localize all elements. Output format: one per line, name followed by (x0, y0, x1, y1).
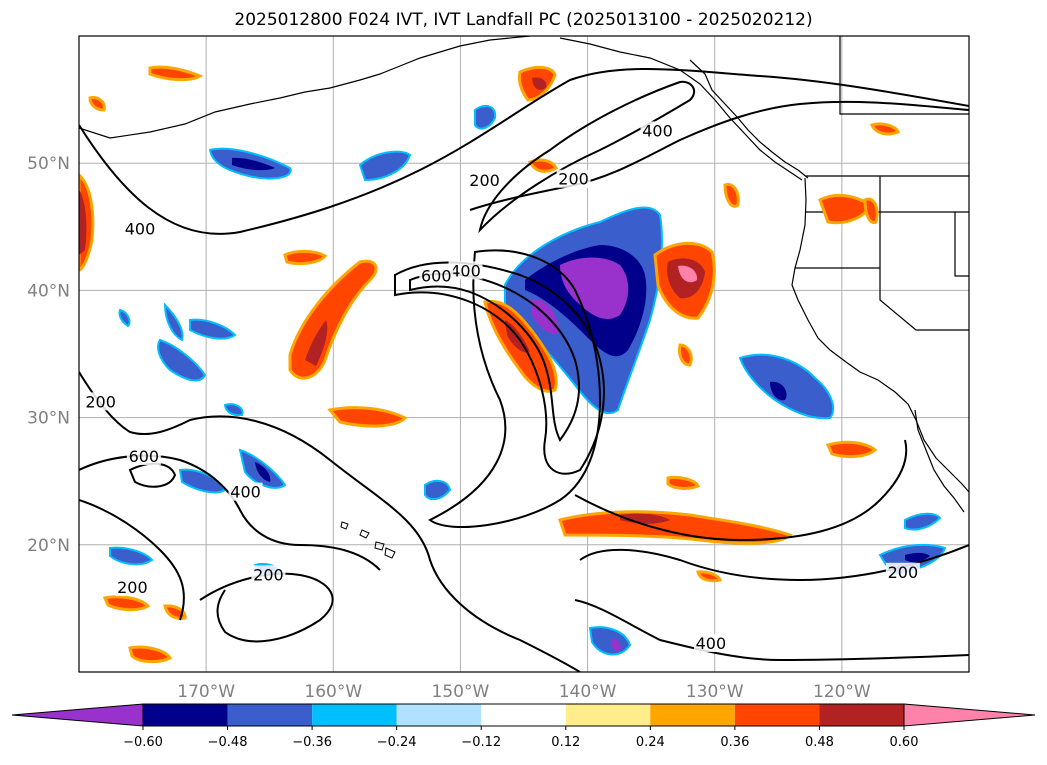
colorbar-segment (565, 704, 651, 726)
colorbar-outline (142, 703, 905, 727)
contour-200-southeast (574, 439, 908, 542)
contour-200-north (79, 67, 969, 235)
lon-tick-label: 120°W (813, 682, 871, 702)
lon-tick-label: 150°W (432, 682, 490, 702)
positive-anomaly-regions (79, 65, 900, 664)
lat-tick-label: 30°N (27, 409, 70, 429)
contour-label-bg (467, 171, 502, 190)
colorbar-extend-low (11, 703, 144, 727)
lon-tick-label: 160°W (304, 682, 362, 702)
colorbar-tick-label: −0.60 (123, 735, 163, 750)
contour-200-big (428, 249, 602, 529)
contour-600 (409, 272, 581, 442)
colorbar-tick-label: 0.12 (551, 735, 580, 750)
contour-200-west (79, 371, 581, 672)
contour-label-bg (228, 482, 263, 501)
contour-200-inner (469, 100, 969, 211)
contour-label-bg (885, 562, 920, 581)
colorbar-tick-label: 0.24 (636, 735, 665, 750)
state-border-ca-nv (879, 268, 969, 331)
interior-border (839, 36, 969, 115)
contour-labels: 400 400 400 400 400 200 200 200 200 200 200 600 600 (83, 121, 920, 653)
colorbar-tick-label: 0.60 (890, 735, 919, 750)
contour-label: 400 (230, 483, 261, 502)
coastlines (79, 36, 969, 513)
contour-label: 400 (642, 121, 673, 140)
gulf-alaska-coast (559, 37, 803, 181)
contour-label: 400 (125, 219, 156, 238)
contour-label-bg (126, 447, 161, 466)
contour-label-bg (556, 169, 591, 188)
colorbar-tick-label: −0.12 (461, 735, 501, 750)
contour-600-west (128, 462, 177, 488)
colorbar-tick-label: 0.36 (720, 735, 749, 750)
lon-tick-label: 140°W (559, 682, 617, 702)
hawaiian-islands (340, 521, 396, 559)
colorbar-segment (734, 704, 820, 726)
contour-label-bg (83, 392, 118, 411)
latitude-tick-labels: 20°N 30°N 40°N 50°N (27, 154, 70, 556)
contour-label: 400 (450, 261, 481, 280)
bc-coast (689, 59, 809, 179)
contour-label: 200 (117, 578, 148, 597)
colorbar-tick-label: −0.48 (208, 735, 248, 750)
map-panel (79, 36, 969, 672)
baja-coast (914, 409, 965, 513)
lat-tick-label: 40°N (27, 281, 70, 301)
colorbar-extend-high (903, 703, 1036, 727)
lon-tick-label: 130°W (686, 682, 744, 702)
longitude-tick-labels: 170°W 160°W 150°W 140°W 130°W 120°W (177, 682, 871, 702)
contour-label: 200 (888, 563, 919, 582)
colorbar: −0.60 −0.48 −0.36 −0.24 −0.12 0.12 0.24 0.36 0.4… (11, 703, 1036, 750)
contour-label-bg (419, 266, 454, 285)
contour-label-bg (123, 219, 158, 238)
colorbar-tick-label: −0.36 (292, 735, 332, 750)
map-title: 2025012800 F024 IVT, IVT Landfall PC (20… (234, 10, 813, 30)
lat-tick-label: 20°N (27, 536, 70, 556)
colorbar-segment (650, 704, 735, 726)
contour-label-bg (251, 565, 286, 584)
contour-label: 400 (696, 634, 727, 653)
idaho-border (954, 212, 969, 277)
colorbar-segment (396, 704, 482, 726)
contour-label: 600 (129, 447, 160, 466)
lat-tick-label: 50°N (27, 154, 70, 174)
contour-label-bg (693, 634, 728, 653)
colorbar-segment (312, 704, 397, 726)
contour-label: 200 (469, 171, 500, 190)
ivt-contours (79, 67, 969, 672)
contour-label-bg (115, 578, 150, 597)
colorbar-segment (819, 704, 904, 726)
contour-label: 600 (421, 266, 452, 285)
contour-label: 200 (253, 565, 284, 584)
map-frame (78, 35, 970, 673)
us-west-coast (791, 177, 969, 493)
contour-label-bg (640, 121, 675, 140)
colorbar-segment (481, 704, 566, 726)
lon-tick-label: 170°W (177, 682, 235, 702)
colorbar-segment (227, 704, 313, 726)
colorbar-tick-label: −0.24 (377, 735, 417, 750)
contour-400-upper (478, 80, 696, 234)
colorbar-segment (143, 704, 228, 726)
contour-label: 200 (85, 392, 116, 411)
contour-label-bg (448, 261, 483, 280)
contour-label: 200 (558, 170, 589, 189)
contour-400-mid (394, 261, 605, 475)
alaska-coast (79, 36, 531, 139)
colorbar-tick-label: 0.48 (805, 735, 834, 750)
